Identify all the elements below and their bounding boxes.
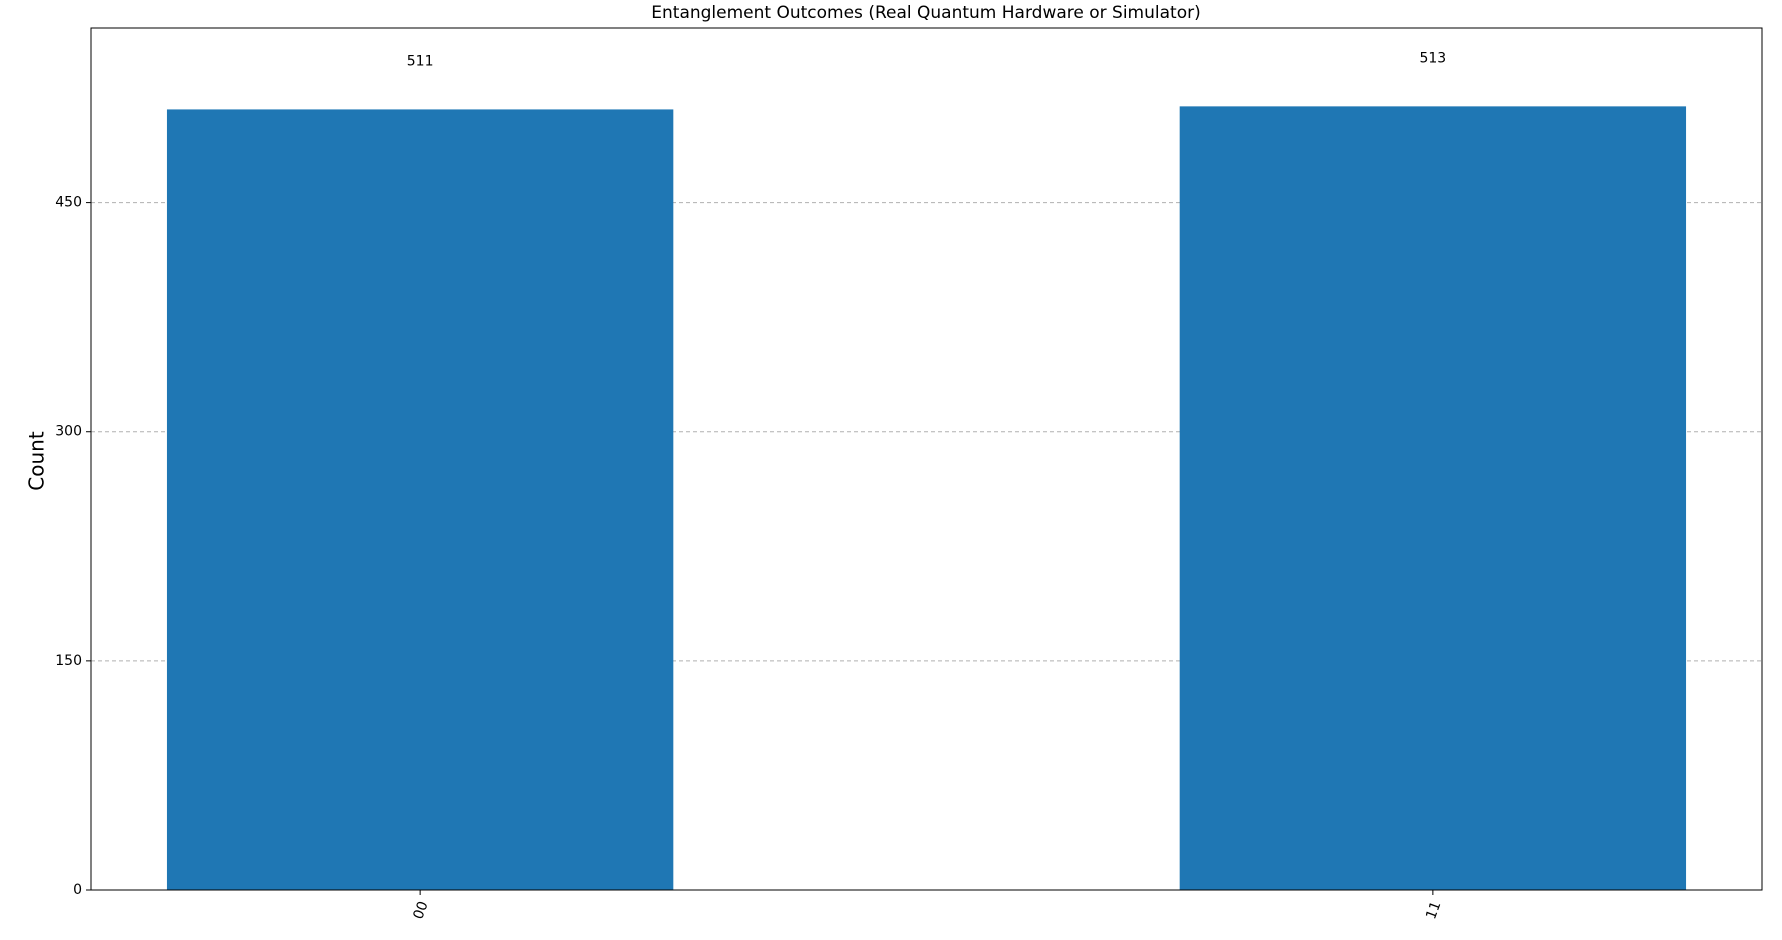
bar <box>166 109 674 890</box>
x-tick-label: 11 <box>1423 899 1444 921</box>
bar <box>1179 106 1687 890</box>
plot-frame <box>90 27 1763 891</box>
y-axis-label: Count <box>25 431 49 491</box>
value-label: 513 <box>1419 50 1446 66</box>
y-tick-label: 450 <box>55 195 82 211</box>
chart-title: Entanglement Outcomes (Real Quantum Hard… <box>651 3 1200 23</box>
y-tick-label: 0 <box>73 882 82 898</box>
y-tick-label: 300 <box>55 424 82 440</box>
y-tick-label: 150 <box>55 653 82 669</box>
value-label: 511 <box>407 53 434 69</box>
x-tick-label: 00 <box>411 899 432 921</box>
